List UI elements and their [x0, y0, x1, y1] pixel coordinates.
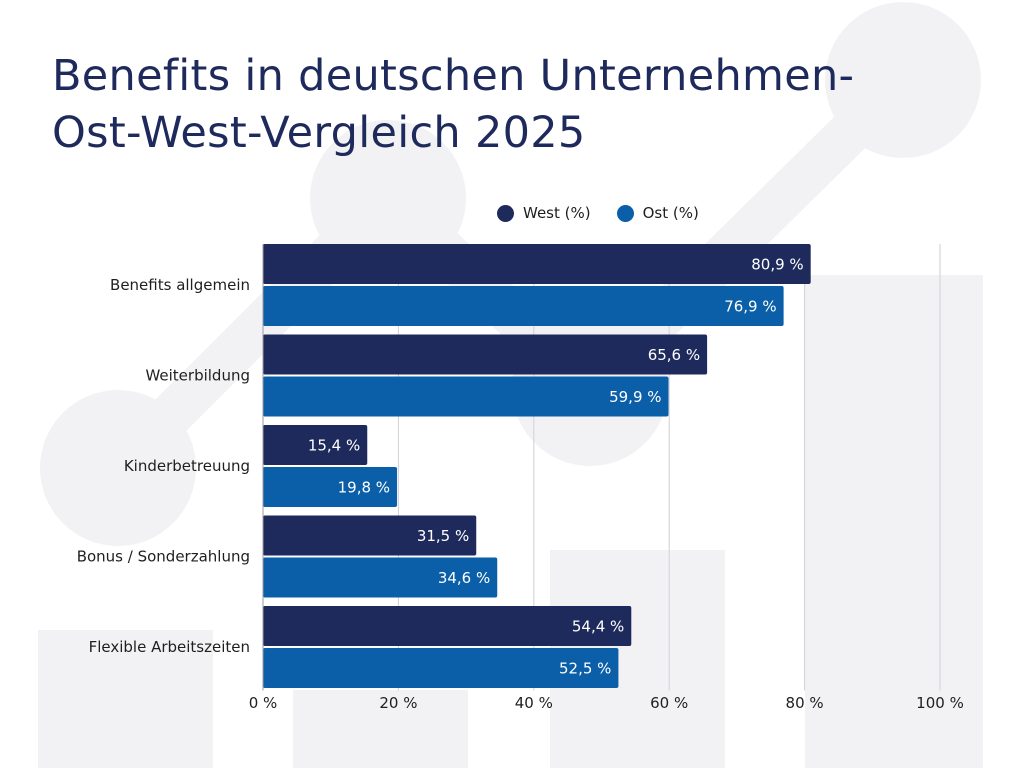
- bar-west: [263, 606, 632, 646]
- page-title: Benefits in deutschen Unternehmen- Ost-W…: [52, 48, 854, 162]
- x-tick-label: 20 %: [379, 694, 417, 712]
- x-tick-label: 60 %: [650, 694, 688, 712]
- background-connector-shape: [96, 176, 410, 490]
- bar-ost: [263, 467, 398, 507]
- data-label: 15,4 %: [308, 437, 360, 455]
- chart-legend: West (%) Ost (%): [497, 204, 699, 222]
- category-label: Benefits allgemein: [110, 276, 250, 294]
- data-label: 80,9 %: [751, 256, 803, 274]
- x-tick-label: 80 %: [786, 694, 824, 712]
- x-tick-label: 0 %: [249, 694, 278, 712]
- legend-item-west: West (%): [497, 204, 591, 222]
- x-tick-label: 40 %: [515, 694, 553, 712]
- data-label: 34,6 %: [438, 569, 490, 587]
- x-tick-label: 100 %: [916, 694, 964, 712]
- background-bar-shape: [38, 630, 213, 768]
- data-label: 19,8 %: [338, 479, 390, 497]
- category-label: Weiterbildung: [145, 367, 250, 385]
- bar-west: [263, 425, 368, 465]
- background-bar-shape: [805, 275, 983, 768]
- legend-label-west: West (%): [523, 204, 591, 222]
- title-line-1: Benefits in deutschen Unternehmen-: [52, 51, 855, 101]
- legend-label-ost: Ost (%): [642, 204, 699, 222]
- legend-swatch-west: [497, 204, 514, 222]
- data-label: 59,9 %: [609, 388, 661, 406]
- bar-west: [263, 515, 477, 556]
- background-bar-shape: [293, 690, 468, 768]
- bar-ost: [263, 286, 784, 326]
- legend-item-ost: Ost (%): [616, 204, 699, 222]
- category-label: Kinderbetreuung: [124, 457, 250, 475]
- data-label: 54,4 %: [572, 618, 624, 636]
- data-label: 76,9 %: [724, 298, 776, 316]
- bar-west: [263, 334, 708, 375]
- title-line-2: Ost-West-Vergleich 2025: [52, 108, 586, 158]
- data-label: 31,5 %: [417, 527, 469, 545]
- bar-west: [263, 244, 811, 284]
- category-label: Flexible Arbeitszeiten: [89, 638, 250, 656]
- category-label: Bonus / Sonderzahlung: [77, 548, 250, 566]
- data-label: 52,5 %: [559, 660, 611, 678]
- data-label: 65,6 %: [648, 346, 700, 364]
- legend-swatch-ost: [616, 204, 634, 222]
- bar-ost: [263, 557, 498, 598]
- bar-ost: [263, 376, 669, 417]
- bar-ost: [263, 648, 619, 688]
